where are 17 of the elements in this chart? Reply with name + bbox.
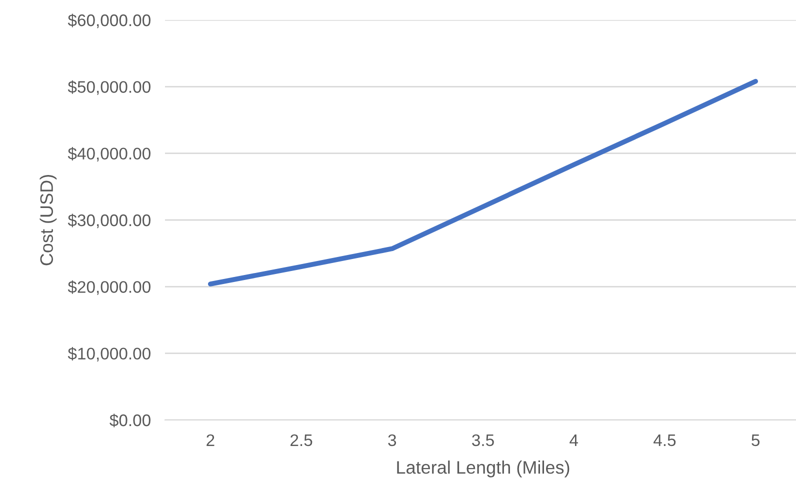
y-tick-label: $50,000.00 (68, 80, 150, 95)
x-tick-label: 4 (570, 434, 578, 446)
x-tick-label: 2.5 (290, 434, 312, 446)
y-tick-label: $20,000.00 (68, 280, 150, 295)
y-tick-label: $60,000.00 (68, 14, 150, 28)
x-tick-label: 4.5 (654, 434, 676, 446)
x-axis-title: Lateral Length (Miles) (397, 460, 570, 478)
y-tick-label: $0.00 (110, 414, 150, 428)
line-series (208, 78, 758, 286)
x-tick-label: 5 (752, 434, 760, 446)
y-tick-label: $40,000.00 (68, 147, 150, 162)
x-tick-label: 3.5 (472, 434, 494, 446)
x-tick-label: 3 (388, 434, 396, 446)
y-tick-label: $30,000.00 (68, 214, 150, 228)
x-tick-label: 2 (206, 434, 214, 446)
y-tick-label: $10,000.00 (68, 347, 150, 362)
y-axis-title: Cost (USD) (40, 174, 57, 266)
